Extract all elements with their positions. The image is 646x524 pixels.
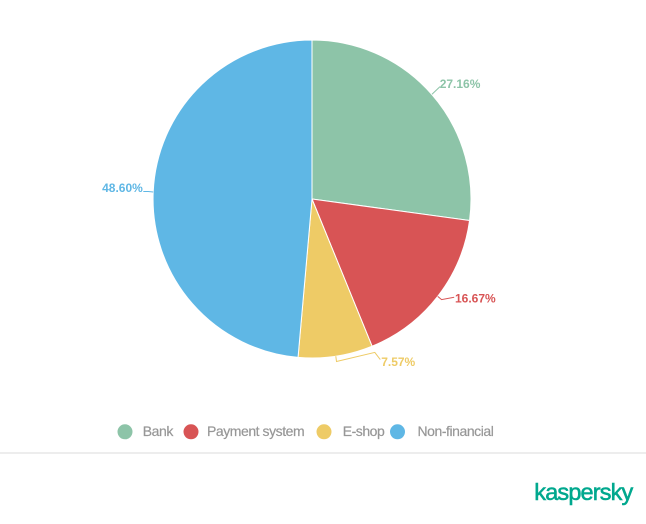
svg-text:Non-financial: Non-financial [418,423,494,439]
svg-text:7.57%: 7.57% [381,355,415,369]
svg-text:16.67%: 16.67% [455,292,496,306]
svg-text:48.60%: 48.60% [102,181,143,195]
svg-text:Bank: Bank [143,423,175,439]
svg-text:kaspersky: kaspersky [534,479,633,505]
svg-text:Payment system: Payment system [207,423,304,439]
svg-text:27.16%: 27.16% [440,77,481,91]
svg-text:E-shop: E-shop [343,423,385,439]
